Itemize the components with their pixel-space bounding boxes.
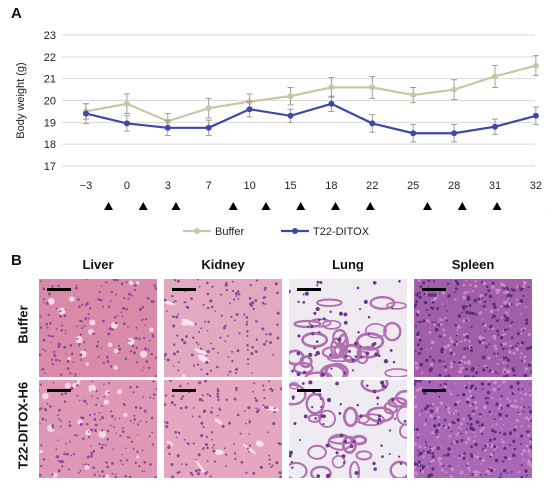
- x-tick-label: 3: [165, 180, 171, 192]
- data-point-buffer: [328, 84, 335, 91]
- row-label-buffer: Buffer: [15, 305, 31, 344]
- column-header-lung: Lung: [332, 257, 364, 272]
- data-point-buffer: [532, 62, 539, 69]
- data-point-t22-ditox: [205, 124, 212, 131]
- histology-buffer-lung: [289, 279, 407, 377]
- y-tick-label: 17: [44, 161, 56, 173]
- legend-label-buffer: Buffer: [215, 226, 244, 238]
- x-tick-label: 15: [284, 180, 296, 192]
- data-point-t22-ditox: [410, 130, 417, 137]
- row-label-t22-ditox-h6: T22-DITOX-H6: [15, 381, 31, 470]
- data-point-t22-ditox: [246, 106, 253, 113]
- scale-bar: [422, 389, 446, 392]
- y-tick-label: 21: [44, 74, 56, 86]
- x-tick-label: 18: [325, 180, 337, 192]
- histology-buffer-spleen: [414, 279, 532, 377]
- data-point-t22-ditox: [83, 110, 89, 117]
- legend-marker-buffer: [194, 228, 200, 234]
- data-point-buffer: [123, 100, 130, 107]
- data-point-buffer: [451, 86, 458, 93]
- body-weight-chart: 17 18 19 20 21 22 23 Body weight (g) −3 0 3 7 10 15 18…: [15, 30, 550, 238]
- scale-bar: [172, 389, 196, 392]
- x-tick-label: 0: [124, 180, 130, 192]
- data-point-buffer: [287, 93, 294, 100]
- data-point-t22-ditox: [369, 120, 376, 127]
- scale-bar: [297, 288, 321, 291]
- dose-marker-triangle: [423, 202, 433, 210]
- scale-bar: [47, 288, 71, 291]
- x-tick-label: 22: [366, 180, 378, 192]
- x-tick-label: 7: [206, 180, 212, 192]
- x-tick-label: 10: [243, 180, 255, 192]
- x-tick-label: −3: [80, 180, 93, 192]
- data-point-t22-ditox: [532, 112, 539, 119]
- dose-marker-triangle: [261, 202, 271, 210]
- scale-bar: [47, 389, 71, 392]
- dose-marker-triangle: [228, 202, 238, 210]
- data-point-t22-ditox: [164, 124, 171, 131]
- dose-marker-triangle: [330, 202, 340, 210]
- histology-buffer-liver: [39, 279, 157, 377]
- data-point-t22-ditox: [123, 120, 130, 127]
- data-point-t22-ditox: [287, 112, 294, 119]
- data-point-buffer: [205, 105, 212, 112]
- data-point-buffer: [410, 92, 417, 99]
- scale-bar: [297, 389, 321, 392]
- histology-t22-ditox-h6-liver: [39, 380, 157, 478]
- y-axis-label: Body weight (g): [15, 62, 27, 138]
- x-tick-label: 32: [530, 180, 542, 192]
- y-tick-label: 23: [44, 30, 56, 42]
- legend-label-t22-ditox: T22-DITOX: [313, 226, 370, 238]
- column-header-liver: Liver: [82, 257, 114, 272]
- x-tick-label: 28: [448, 180, 460, 192]
- scale-bar: [422, 288, 446, 291]
- histology-t22-ditox-h6-spleen: [414, 380, 532, 478]
- data-point-t22-ditox: [328, 100, 335, 107]
- data-point-buffer: [369, 84, 376, 91]
- data-point-buffer: [492, 73, 498, 80]
- histology-t22-ditox-h6-kidney: [164, 380, 282, 478]
- panel-a-label: A: [11, 5, 22, 22]
- dose-marker-triangle: [103, 202, 113, 210]
- dose-marker-triangle: [138, 202, 148, 210]
- series-line-t22-ditox: [85, 102, 537, 135]
- column-header-kidney: Kidney: [201, 257, 245, 272]
- histology-buffer-kidney: [164, 279, 282, 377]
- dose-marker-triangle: [171, 202, 181, 210]
- y-tick-label: 18: [44, 139, 56, 151]
- dose-marker-triangle: [365, 202, 375, 210]
- series-line-buffer: [85, 64, 537, 123]
- y-tick-label: 22: [44, 52, 56, 64]
- data-point-t22-ditox: [492, 123, 498, 130]
- dose-marker-triangle: [457, 202, 467, 210]
- y-tick-label: 19: [44, 117, 56, 129]
- legend-marker-t22-ditox: [292, 228, 298, 234]
- x-tick-label: 31: [489, 180, 501, 192]
- dose-marker-triangle: [296, 202, 306, 210]
- scale-bar: [172, 288, 196, 291]
- x-tick-label: 25: [407, 180, 419, 192]
- histology-t22-ditox-h6-lung: [289, 380, 407, 478]
- column-header-spleen: Spleen: [451, 257, 495, 272]
- y-tick-label: 20: [44, 96, 56, 108]
- dose-marker-triangle: [492, 202, 502, 210]
- data-point-t22-ditox: [451, 130, 458, 137]
- panel-b-label: B: [11, 252, 22, 269]
